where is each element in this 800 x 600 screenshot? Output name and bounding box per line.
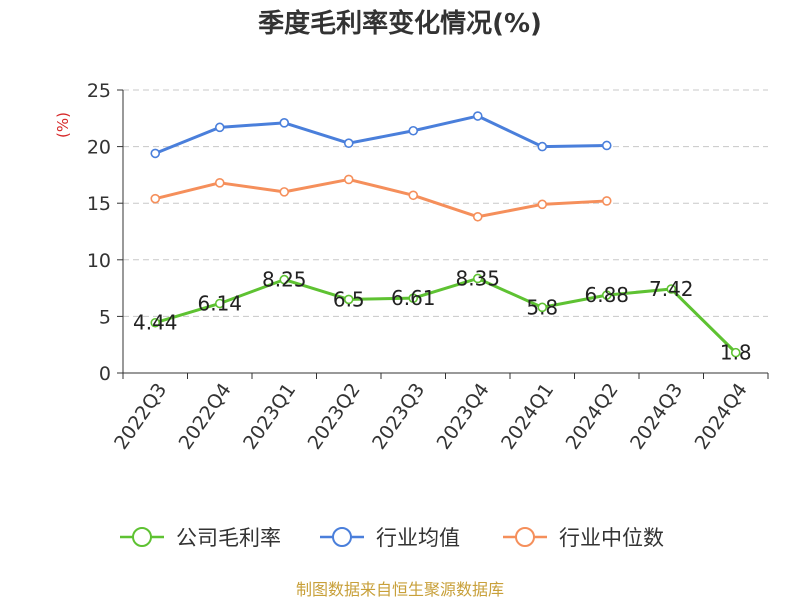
- legend-item[interactable]: 行业均值: [320, 526, 460, 550]
- data-point[interactable]: [408, 293, 419, 303]
- chart-title: 季度毛利率变化情况(%): [258, 8, 542, 39]
- x-tick-labels: 2022Q3 2022Q4 2023Q1 2023Q2 2023Q3 2023Q4 2024…: [110, 379, 752, 453]
- data-point[interactable]: [150, 148, 161, 159]
- data-point[interactable]: [408, 125, 419, 136]
- data-point[interactable]: [214, 298, 225, 309]
- y-tick-label: 10: [87, 250, 111, 272]
- axes: [117, 89, 769, 379]
- data-point[interactable]: [343, 138, 354, 149]
- data-point[interactable]: [730, 347, 741, 358]
- x-tick-label: 2022Q4: [175, 379, 236, 453]
- data-label: 6.14: [197, 291, 242, 315]
- y-tick-label: 25: [87, 80, 111, 102]
- y-tick-label: 20: [87, 137, 111, 159]
- legend-marker: [332, 527, 352, 547]
- data-point[interactable]: [472, 273, 483, 284]
- legend-marker: [132, 527, 152, 547]
- data-point[interactable]: [537, 302, 548, 313]
- data-point[interactable]: [601, 196, 612, 206]
- legend-marker: [515, 527, 535, 547]
- x-tick-label: 2024Q3: [626, 379, 687, 453]
- data-point[interactable]: [408, 190, 419, 201]
- legend-label: 公司毛利率: [176, 526, 281, 550]
- data-point[interactable]: [279, 274, 290, 285]
- data-label: 6.88: [584, 283, 629, 307]
- data-point[interactable]: [214, 122, 225, 133]
- grid-lines: [123, 89, 768, 317]
- data-label: 6.61: [391, 286, 436, 310]
- data-label: 1.8: [720, 341, 752, 365]
- data-point[interactable]: [214, 178, 225, 188]
- data-point[interactable]: [150, 193, 161, 204]
- y-axis-label: (%): [54, 112, 72, 138]
- series-line: [154, 276, 737, 354]
- data-point[interactable]: [472, 111, 483, 121]
- x-tick-label: 2023Q2: [304, 379, 365, 453]
- data-point[interactable]: [601, 290, 612, 300]
- data-point[interactable]: [472, 211, 483, 222]
- legend-item[interactable]: 公司毛利率: [120, 526, 281, 550]
- x-tick-label: 2023Q1: [239, 379, 300, 453]
- series-group: [150, 111, 741, 358]
- legend[interactable]: 公司毛利率 行业均值 行业中位数: [120, 526, 664, 550]
- y-tick-label: 0: [99, 363, 111, 385]
- data-label: 8.35: [455, 266, 500, 290]
- x-tick-label: 2023Q4: [433, 379, 494, 453]
- data-point[interactable]: [279, 118, 290, 128]
- data-point[interactable]: [601, 140, 612, 151]
- data-labels: 4.44 6.14 8.25 6.5 6.61 8.35 5.8 6.88 7.42 1.8: [133, 266, 752, 364]
- x-tick-label: 2024Q2: [562, 379, 623, 453]
- data-point[interactable]: [666, 284, 677, 294]
- legend-label: 行业均值: [376, 526, 460, 550]
- legend-label: 行业中位数: [559, 526, 664, 550]
- series-line: [154, 177, 607, 219]
- data-label: 4.44: [133, 311, 178, 335]
- source-note: 制图数据来自恒生聚源数据库: [296, 580, 504, 599]
- series-line: [154, 114, 607, 155]
- data-point[interactable]: [537, 141, 548, 152]
- x-tick-label: 2023Q3: [368, 379, 429, 453]
- data-point[interactable]: [279, 187, 290, 197]
- data-label: 6.5: [333, 287, 365, 311]
- x-tick-label: 2024Q1: [497, 379, 558, 453]
- data-point[interactable]: [343, 294, 354, 305]
- x-tick-label: 2024Q4: [691, 379, 752, 453]
- data-point[interactable]: [343, 174, 354, 185]
- data-label: 5.8: [526, 295, 558, 319]
- legend-item[interactable]: 行业中位数: [503, 526, 664, 550]
- data-point[interactable]: [537, 199, 548, 210]
- y-tick-label: 15: [87, 193, 111, 215]
- data-label: 8.25: [262, 268, 307, 292]
- x-tick-label: 2022Q3: [110, 379, 171, 453]
- y-tick-labels: 0 5 10 15 20 25: [87, 80, 111, 385]
- data-point[interactable]: [150, 317, 161, 328]
- y-tick-label: 5: [99, 306, 111, 328]
- data-label: 7.42: [649, 277, 694, 301]
